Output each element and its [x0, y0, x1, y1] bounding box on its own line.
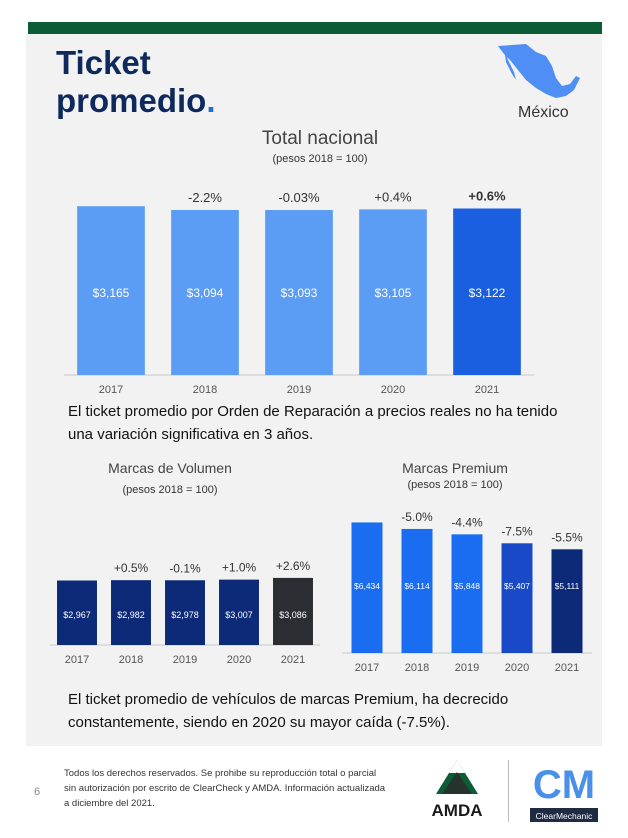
paragraph-premium-line-2: constantemente, siendo en 2020 su mayor … — [68, 714, 450, 731]
total-tick-label-2019: 2019 — [287, 384, 311, 396]
volumen-value-label-2021: $3,086 — [279, 610, 307, 620]
cm-logo-letters: CM — [533, 763, 595, 807]
volumen-change-label-2019: -0.1% — [169, 561, 201, 575]
total-change-label-2021: +0.6% — [468, 188, 506, 203]
total-tick-label-2020: 2020 — [381, 384, 405, 396]
premium-value-label-2017: $6,434 — [354, 581, 380, 591]
premium-bar-2017 — [351, 522, 383, 653]
total-tick-label-2021: 2021 — [475, 384, 499, 396]
total-value-label-2018: $3,094 — [187, 286, 224, 300]
premium-chart-subtitle: (pesos 2018 = 100) — [407, 479, 503, 491]
volumen-value-label-2017: $2,967 — [63, 610, 91, 620]
total-bar-2020 — [359, 209, 427, 375]
volumen-bar-2019 — [165, 580, 205, 645]
premium-chart-title: Marcas Premium — [402, 460, 508, 476]
total-bar-2018 — [171, 209, 239, 375]
premium-chart: $6,434 2017 $6,114 -5.0% 2018 $5,848 -4.4% 2019… — [342, 510, 592, 674]
premium-change-label-2021: -5.5% — [551, 530, 583, 544]
volumen-value-label-2018: $2,982 — [117, 610, 145, 620]
volumen-chart: $2,967 2017 $2,982 +0.5% 2018 $2,978 -0.1% 2019… — [50, 559, 320, 666]
premium-bar-2020 — [501, 543, 533, 653]
mexico-map-icon — [498, 44, 580, 98]
total-bar-2021 — [453, 208, 521, 375]
title-line-1: Ticket — [56, 44, 151, 81]
volumen-tick-label-2021: 2021 — [281, 654, 305, 666]
page-title: Ticket promedio. — [56, 44, 216, 120]
volumen-bar-2018 — [111, 580, 151, 645]
premium-tick-label-2020: 2020 — [505, 662, 529, 674]
premium-change-label-2019: -4.4% — [451, 515, 483, 529]
total-value-label-2021: $3,122 — [469, 286, 506, 300]
volumen-bar-2020 — [219, 579, 259, 645]
total-bar-2017 — [77, 206, 145, 375]
premium-change-label-2020: -7.5% — [501, 524, 533, 538]
total-chart-subtitle: (pesos 2018 = 100) — [272, 153, 368, 165]
title-dot: . — [206, 82, 216, 119]
footer-line-2: sin autorización por escrito de ClearChe… — [64, 783, 386, 794]
volumen-change-label-2018: +0.5% — [114, 561, 149, 575]
amda-logo-text: AMDA — [432, 801, 483, 820]
total-chart-title: Total nacional — [261, 128, 379, 149]
volumen-bar-2017 — [57, 580, 97, 645]
total-change-label-2018: -2.2% — [188, 190, 222, 205]
country-label: México — [518, 104, 569, 121]
volumen-bar-2021 — [273, 577, 313, 645]
volumen-tick-label-2018: 2018 — [119, 654, 143, 666]
amda-logo: AMDA — [432, 760, 483, 820]
volumen-change-label-2021: +2.6% — [276, 559, 311, 573]
premium-value-label-2021: $5,111 — [555, 581, 580, 591]
premium-bar-2021 — [551, 549, 583, 653]
premium-value-label-2019: $5,848 — [454, 581, 480, 591]
title-line-2: promedio. — [56, 82, 216, 120]
premium-tick-label-2021: 2021 — [555, 662, 579, 674]
paragraph-premium: El ticket promedio de vehículos de marca… — [68, 688, 508, 734]
volumen-chart-title: Marcas de Volumen — [108, 460, 232, 476]
paragraph-total-line-2: una variación significativa en 3 años. — [68, 426, 314, 443]
volumen-chart-subtitle: (pesos 2018 = 100) — [122, 484, 218, 496]
total-change-label-2020: +0.4% — [374, 189, 412, 204]
volumen-value-label-2019: $2,978 — [171, 610, 199, 620]
total-value-label-2020: $3,105 — [375, 286, 412, 300]
total-tick-label-2018: 2018 — [193, 384, 217, 396]
premium-bar-2018 — [401, 528, 433, 653]
paragraph-total-line-1: El ticket promedio por Orden de Reparaci… — [68, 403, 558, 420]
volumen-tick-label-2019: 2019 — [173, 654, 197, 666]
total-change-label-2019: -0.03% — [278, 190, 320, 205]
clearmechanic-logo: CM ClearMechanic — [528, 760, 600, 822]
total-value-label-2017: $3,165 — [93, 286, 130, 300]
premium-value-label-2018: $6,114 — [404, 581, 430, 591]
footer-divider — [508, 760, 509, 822]
volumen-tick-label-2017: 2017 — [65, 654, 89, 666]
total-bar-2019 — [265, 210, 333, 375]
top-green-bar — [28, 22, 602, 34]
title-word: promedio — [56, 82, 207, 119]
cm-logo-text: ClearMechanic — [536, 811, 593, 821]
paragraph-premium-line-1: El ticket promedio de vehículos de marca… — [68, 691, 509, 708]
footer-line-1: Todos los derechos reservados. Se prohib… — [64, 768, 377, 779]
volumen-change-label-2020: +1.0% — [222, 561, 257, 575]
total-chart: $3,165 2017 $3,094 -2.2% 2018 $3,093 -0.03% 201… — [64, 188, 534, 396]
footer-disclaimer: Todos los derechos reservados. Se prohib… — [64, 766, 404, 811]
premium-tick-label-2019: 2019 — [455, 662, 479, 674]
premium-tick-label-2018: 2018 — [405, 662, 429, 674]
footer-line-3: a diciembre del 2021. — [64, 798, 155, 809]
premium-value-label-2020: $5,407 — [504, 581, 530, 591]
total-tick-label-2017: 2017 — [99, 384, 123, 396]
total-value-label-2019: $3,093 — [281, 286, 318, 300]
premium-bar-2019 — [451, 534, 483, 653]
volumen-value-label-2020: $3,007 — [225, 610, 253, 620]
premium-change-label-2018: -5.0% — [401, 510, 433, 524]
premium-tick-label-2017: 2017 — [355, 662, 379, 674]
volumen-tick-label-2020: 2020 — [227, 654, 251, 666]
paragraph-total: El ticket promedio por Orden de Reparaci… — [68, 400, 557, 446]
page-number: 6 — [34, 786, 41, 798]
